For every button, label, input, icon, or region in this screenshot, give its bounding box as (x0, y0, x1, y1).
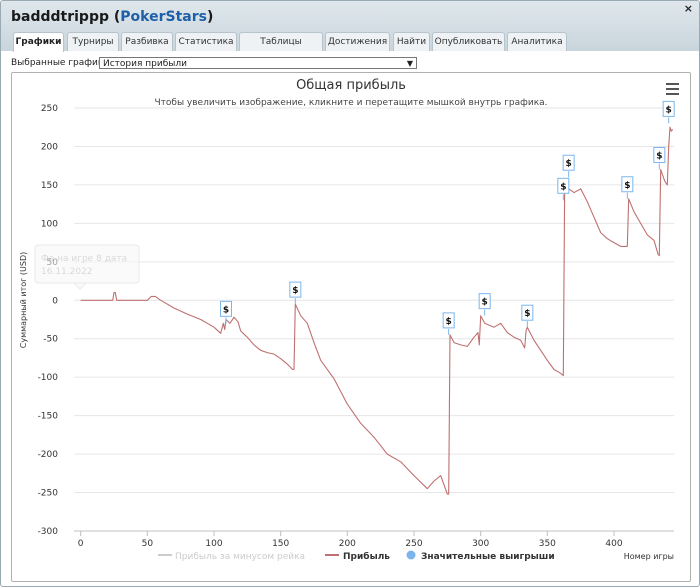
y-tick-label: -50 (43, 335, 58, 345)
big-win-marker[interactable]: $ (478, 293, 491, 316)
chart-legend[interactable]: Прибыль за минусом рейка Прибыль Значите… (158, 550, 555, 563)
legend-item-profit[interactable]: Прибыль (325, 551, 390, 562)
chart-select-dropdown[interactable]: История прибыли ▼ (99, 57, 417, 69)
tooltip-line-1: Фа на игре 8 дата (41, 254, 127, 264)
tab-find[interactable]: Найти (393, 32, 430, 51)
big-win-marker[interactable]: $ (521, 304, 534, 328)
x-tick-label: 100 (205, 539, 222, 549)
y-tick-label: -150 (38, 412, 59, 422)
x-tick-label: 50 (142, 539, 154, 549)
chart-subtitle: Чтобы увеличить изображение, кликните и … (154, 98, 547, 108)
big-win-marker-label: $ (524, 309, 530, 319)
player-name: badddtrippp (11, 9, 109, 25)
tab-statistics[interactable]: Статистика (175, 32, 237, 51)
big-win-marker[interactable]: $ (621, 176, 634, 199)
x-tick-label: 300 (472, 539, 489, 549)
x-tick-label: 350 (539, 539, 556, 549)
legend-label-net-profit: Прибыль за минусом рейка (175, 552, 305, 562)
window-header: badddtrippp (PokerStars) × Графики Турни… (1, 1, 699, 65)
x-tick-label: 0 (78, 539, 84, 549)
big-win-marker[interactable]: $ (653, 147, 666, 170)
legend-item-net-profit[interactable]: Прибыль за минусом рейка (158, 552, 305, 562)
x-axis-label: Номер игры (624, 552, 674, 561)
x-tick-label: 400 (605, 539, 622, 549)
chart-tooltip: Фа на игре 8 дата 16.11.2022 (34, 244, 140, 290)
profit-chart[interactable]: -300 -250 -200 -150 -100 -50 0 50 100 150 200 250 0… (12, 73, 690, 581)
site-link[interactable]: PokerStars (120, 9, 207, 25)
big-win-marker[interactable]: $ (442, 312, 455, 335)
big-win-marker[interactable]: $ (562, 154, 575, 178)
y-axis-label: Суммарный итог (USD) (19, 252, 28, 349)
y-tick-label: 150 (41, 181, 58, 191)
legend-item-big-wins[interactable]: Значительные выигрыши (406, 550, 555, 563)
big-win-marker-label: $ (624, 181, 630, 191)
chart-selector-label: Выбранные графики: (11, 58, 113, 68)
chevron-down-icon: ▼ (406, 59, 413, 68)
menu-icon[interactable] (666, 83, 679, 95)
chart-title: Общая прибыль (296, 78, 406, 93)
big-win-marker[interactable]: $ (662, 100, 675, 124)
y-tick-label: 250 (41, 104, 58, 114)
tab-breakdown[interactable]: Разбивка (121, 32, 173, 51)
tab-tournaments[interactable]: Турниры (67, 32, 119, 51)
big-win-marker-label: $ (223, 305, 229, 315)
chart-selector-row: Выбранные графики: История прибыли ▼ (11, 57, 417, 69)
big-win-marker-label: $ (482, 298, 488, 308)
y-tick-label: -200 (38, 450, 59, 460)
y-tick-label: -300 (38, 527, 59, 537)
x-tick-label: 250 (405, 539, 422, 549)
big-win-marker-label: $ (292, 286, 298, 296)
window-title: badddtrippp (PokerStars) (11, 9, 214, 25)
big-win-marker[interactable]: $ (220, 300, 232, 324)
big-win-markers[interactable]: $ $ $ $ $ $ $ $ $ $ (220, 100, 675, 335)
tooltip-line-2: 16.11.2022 (41, 267, 93, 277)
big-win-marker-label: $ (566, 159, 572, 169)
big-win-marker-label: $ (446, 317, 452, 327)
big-win-marker-label: $ (656, 152, 662, 162)
y-tick-label: -100 (38, 373, 59, 383)
x-axis-ticks: 0 50 100 150 200 250 300 350 400 (74, 530, 674, 549)
y-tick-label: 0 (52, 296, 58, 306)
y-tick-label: 200 (41, 142, 58, 152)
big-win-marker-label: $ (560, 182, 566, 192)
legend-label-profit: Прибыль (343, 551, 390, 562)
y-tick-label: 100 (41, 219, 58, 229)
chart-grid (74, 107, 674, 532)
big-win-marker[interactable]: $ (289, 281, 302, 305)
legend-label-big-wins: Значительные выигрыши (421, 552, 555, 562)
tab-achievements[interactable]: Достижения (325, 32, 390, 51)
tab-leaderboards[interactable]: Таблицы лидеров (239, 32, 323, 65)
tab-publish[interactable]: Опубликовать (432, 32, 505, 51)
tab-graphs[interactable]: Графики (13, 32, 64, 52)
big-win-marker[interactable]: $ (557, 177, 570, 201)
chart-series (80, 126, 674, 495)
y-tick-label: -250 (38, 489, 59, 499)
tab-analytics[interactable]: Аналитика (507, 32, 567, 51)
big-win-marker-label: $ (666, 105, 672, 115)
chart-select-value: История прибыли (103, 59, 187, 69)
x-tick-label: 150 (272, 539, 289, 549)
close-icon[interactable]: × (683, 2, 693, 15)
x-tick-label: 200 (339, 539, 356, 549)
chart-container[interactable]: -300 -250 -200 -150 -100 -50 0 50 100 150 200 250 0… (11, 72, 691, 582)
profit-series-line[interactable] (80, 126, 674, 495)
